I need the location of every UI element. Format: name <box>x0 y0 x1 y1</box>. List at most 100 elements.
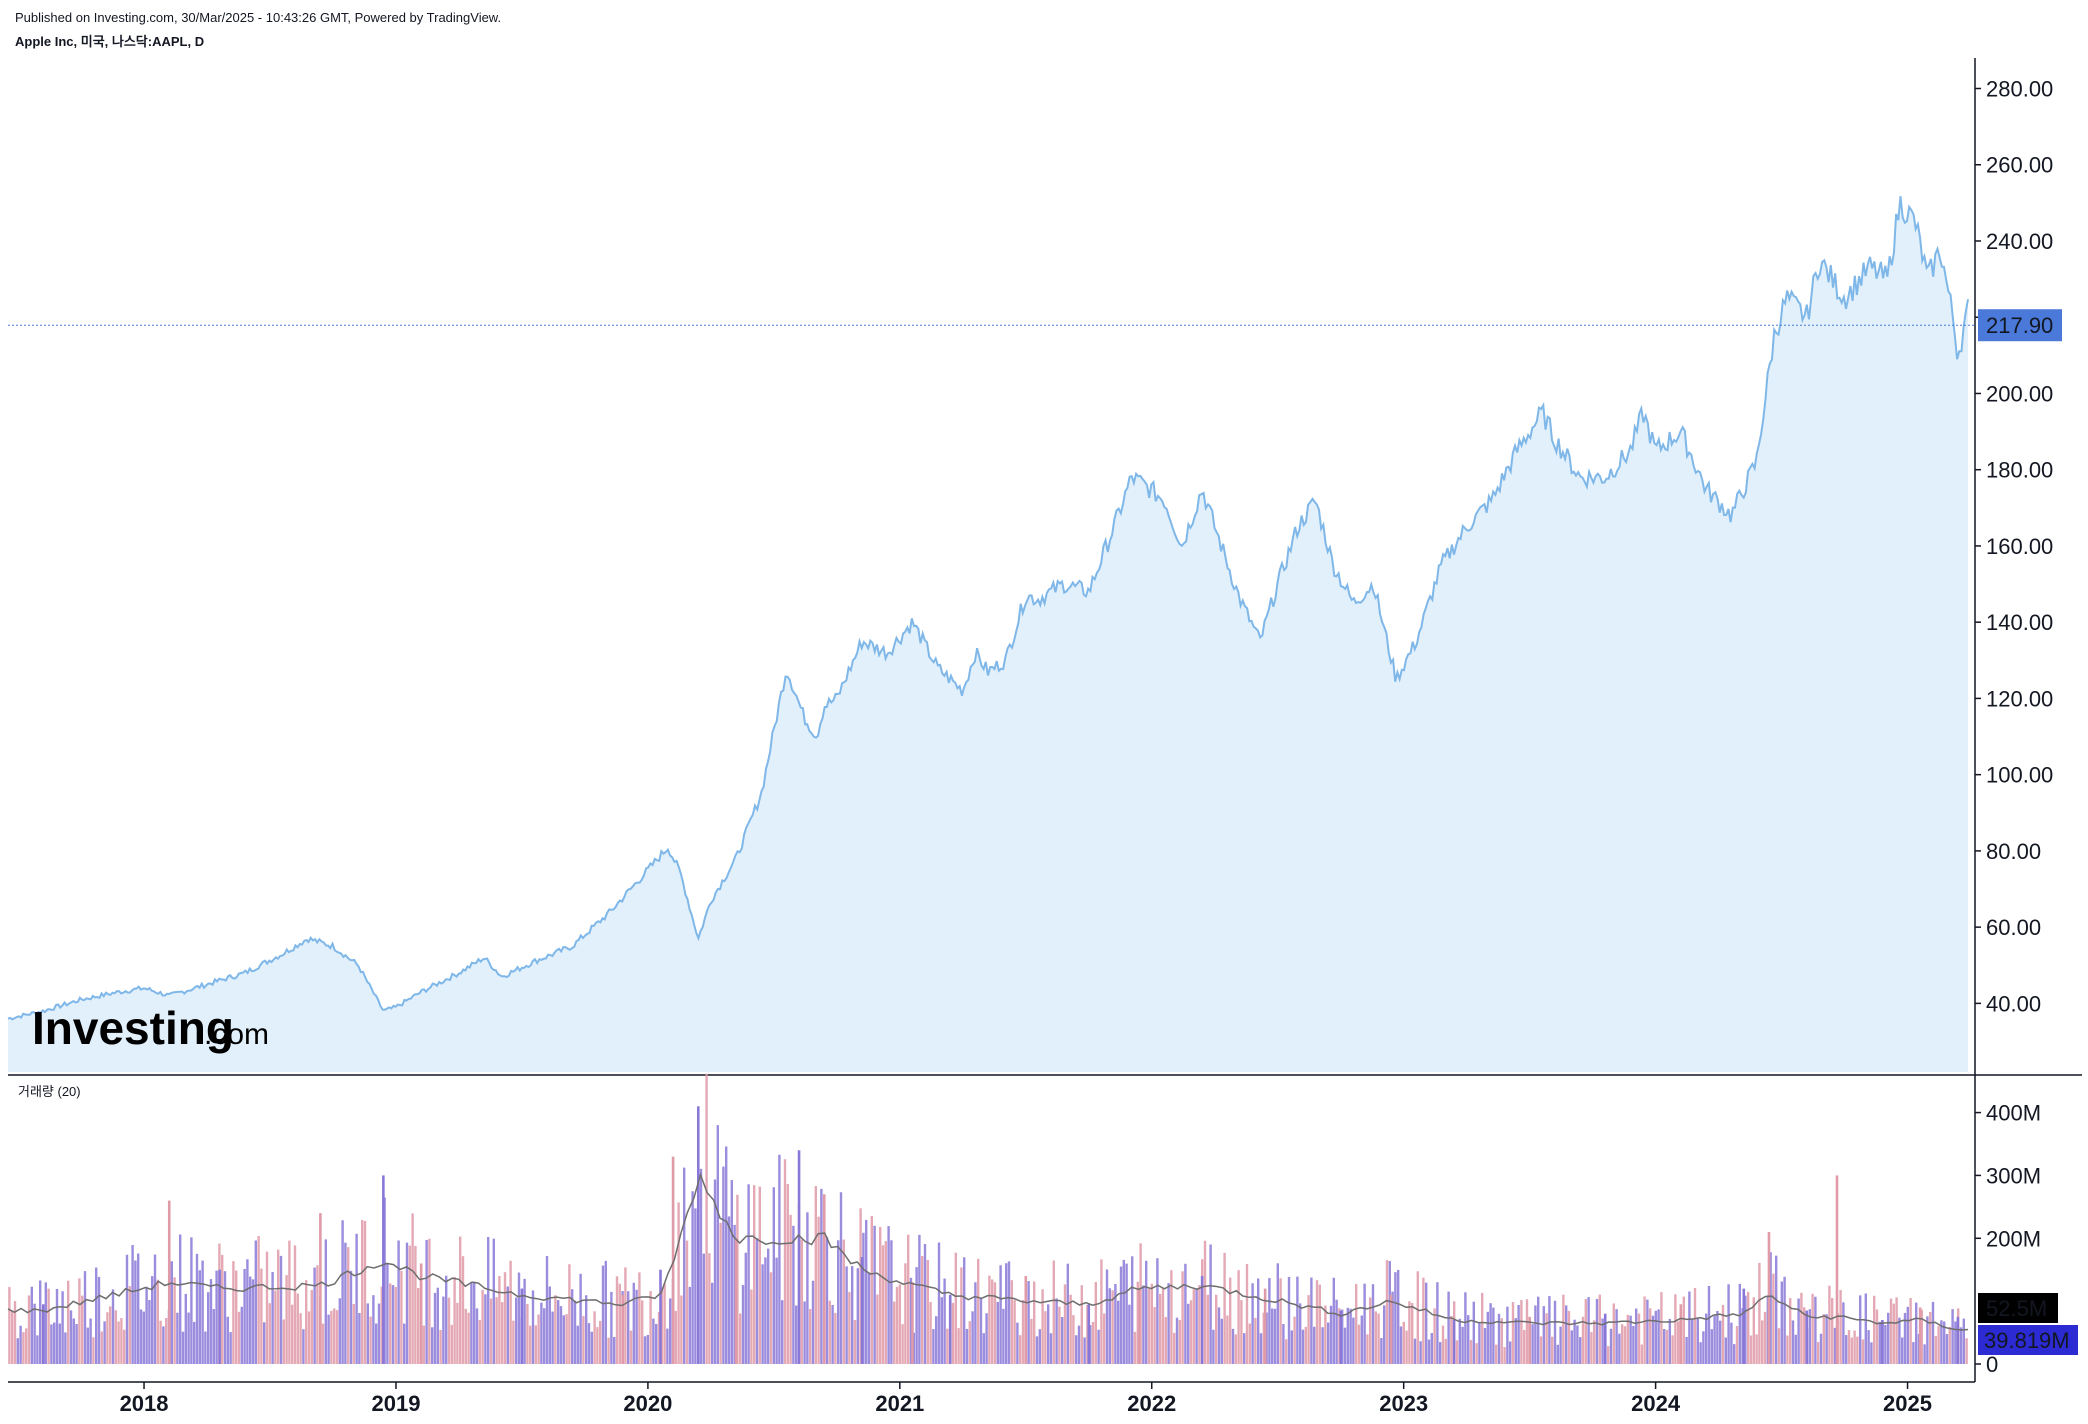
volume-bar <box>1931 1301 1935 1364</box>
volume-bar <box>660 1287 663 1364</box>
volume-bar <box>1035 1336 1039 1364</box>
volume-bar <box>842 1239 845 1364</box>
volume-bar <box>951 1302 955 1364</box>
volume-bar <box>1691 1318 1694 1364</box>
volume-bar <box>1063 1284 1067 1364</box>
volume-bar <box>1777 1328 1781 1364</box>
volume-bar <box>30 1286 33 1364</box>
volume-bar <box>1783 1276 1786 1364</box>
volume-bar <box>867 1272 871 1364</box>
volume-bar <box>1702 1331 1705 1364</box>
year-tick-label: 2023 <box>1379 1391 1428 1416</box>
volume-bar <box>1374 1311 1377 1364</box>
volume-bar <box>459 1236 462 1364</box>
volume-bar <box>1534 1305 1537 1364</box>
volume-bar <box>187 1312 190 1364</box>
volume-bar <box>209 1279 213 1364</box>
volume-bar <box>817 1216 820 1364</box>
volume-bar <box>599 1320 602 1364</box>
volume-bar <box>1923 1344 1926 1364</box>
volume-bar <box>139 1309 143 1364</box>
volume-bar <box>1847 1330 1851 1364</box>
volume-bar <box>1643 1296 1646 1364</box>
volume-bar <box>1313 1326 1316 1364</box>
volume-bar <box>215 1270 218 1364</box>
volume-bar <box>97 1276 101 1364</box>
volume-bar <box>573 1300 577 1364</box>
volume-bar <box>1038 1329 1041 1364</box>
volume-bar <box>330 1310 333 1364</box>
volume-bar <box>1117 1300 1120 1364</box>
volume-spike-bar <box>1024 1276 1028 1364</box>
volume-bar <box>1360 1315 1363 1364</box>
volume-bar <box>1780 1281 1783 1364</box>
volume-bar <box>1357 1324 1361 1364</box>
volume-bar <box>1833 1327 1837 1364</box>
volume-bar <box>895 1286 899 1364</box>
volume-bar <box>1506 1306 1509 1364</box>
volume-bar <box>1943 1321 1946 1364</box>
volume-bar <box>1637 1313 1641 1364</box>
volume-bar <box>1895 1297 1898 1364</box>
volume-bar <box>1556 1344 1559 1364</box>
volume-bar <box>1033 1281 1036 1364</box>
volume-bar <box>909 1277 913 1364</box>
volume-bar <box>1427 1339 1431 1364</box>
volume-bar <box>1861 1339 1865 1364</box>
volume-bar <box>279 1255 283 1364</box>
volume-bar <box>926 1259 929 1364</box>
volume-bar <box>1304 1326 1307 1364</box>
volume-bar <box>1080 1285 1083 1364</box>
volume-bar <box>1721 1304 1725 1364</box>
volume-bar <box>61 1291 64 1364</box>
volume-bar <box>1794 1334 1797 1364</box>
volume-bar <box>772 1187 775 1364</box>
volume-spike-bar <box>948 1294 952 1364</box>
volume-bar <box>1444 1338 1447 1364</box>
volume-bar <box>1531 1324 1534 1364</box>
volume-bar <box>223 1271 227 1364</box>
volume-bar <box>207 1292 210 1364</box>
volume-bar <box>1593 1320 1596 1364</box>
volume-bar <box>137 1253 140 1364</box>
volume-bar <box>1483 1328 1487 1364</box>
volume-bar <box>1318 1284 1321 1364</box>
volume-bar <box>753 1185 756 1364</box>
volume-bar <box>604 1260 607 1364</box>
volume-bar <box>1898 1317 1901 1364</box>
volume-bar <box>761 1264 764 1364</box>
volume-bar <box>1405 1330 1408 1364</box>
volume-spike-bar <box>1742 1288 1746 1364</box>
volume-spike-bar <box>41 1304 45 1364</box>
volume-bar <box>1769 1252 1772 1364</box>
volume-bar <box>380 1286 383 1364</box>
volume-bar <box>1125 1263 1128 1364</box>
volume-bar <box>993 1282 997 1364</box>
volume-ma-line <box>7 1172 1969 1331</box>
volume-bar <box>613 1336 616 1364</box>
volume-bar <box>789 1214 792 1364</box>
volume-bar <box>95 1267 98 1364</box>
volume-bar <box>1178 1319 1181 1364</box>
volume-bar <box>1346 1307 1349 1364</box>
volume-bar <box>991 1279 994 1364</box>
volume-bar <box>1635 1308 1638 1364</box>
volume-bar <box>1091 1321 1095 1364</box>
volume-bar <box>809 1309 812 1364</box>
volume-bar <box>803 1301 806 1364</box>
volume-bar <box>131 1245 134 1364</box>
volume-bar <box>274 1290 277 1364</box>
volume-bar <box>1523 1329 1526 1364</box>
volume-bar <box>1013 1299 1016 1364</box>
volume-bar <box>363 1220 367 1364</box>
volume-bar <box>1049 1333 1053 1364</box>
volume-bar <box>386 1263 389 1364</box>
volume-bar <box>1671 1335 1674 1364</box>
volume-bar <box>1329 1305 1333 1364</box>
volume-bar <box>221 1254 224 1364</box>
volume-bar <box>470 1282 473 1364</box>
volume-bar <box>64 1332 67 1364</box>
volume-bar <box>1800 1292 1803 1364</box>
volume-bar <box>1044 1311 1047 1364</box>
